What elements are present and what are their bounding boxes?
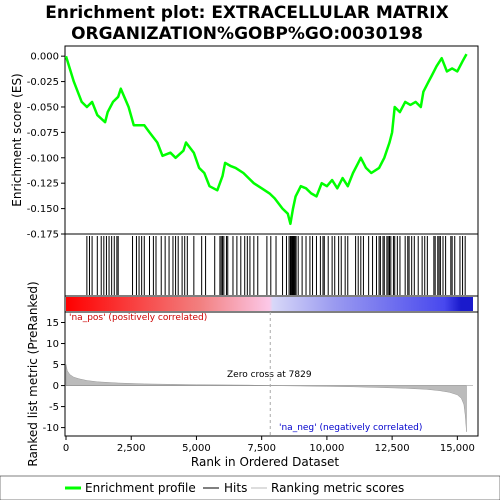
metric-tick-label: -10 <box>43 423 59 434</box>
metric-tick-label: 10 <box>46 339 59 350</box>
rank-color-bar <box>66 297 473 311</box>
metric-tick-label: 0 <box>53 381 59 392</box>
chart-title-line2: ORGANIZATION%GOBP%GO:0030198 <box>71 24 423 44</box>
metric-area-group <box>65 312 473 436</box>
es-tick-label: -0.025 <box>27 77 59 88</box>
x-tick-label: 5,000 <box>182 443 211 454</box>
zero-cross-label: Zero cross at 7829 <box>227 370 312 380</box>
x-tick-label: 2,500 <box>117 443 146 454</box>
x-tick-label: 10,000 <box>309 443 344 454</box>
legend-hits-label: Hits <box>224 481 247 495</box>
es-tick-label: 0.000 <box>30 52 59 63</box>
x-tick-label: 0 <box>63 443 69 454</box>
neg-label: 'na_neg' (negatively correlated) <box>279 423 422 433</box>
profile-group <box>64 53 468 226</box>
x-tick-label: 7,500 <box>247 443 276 454</box>
x-axis: 0 2,500 5,000 7,500 10,000 12,500 15,000 <box>63 436 475 454</box>
es-tick-label: -0.125 <box>27 179 59 190</box>
chart-title-line1: Enrichment plot: EXTRACELLULAR MATRIX <box>45 3 448 23</box>
es-panel-frame <box>64 45 479 235</box>
enrichment-profile-line <box>64 53 468 226</box>
metric-ylabel: Ranked list metric (PreRanked) <box>26 281 40 466</box>
es-tick-label: -0.150 <box>27 204 59 215</box>
es-tick-label: -0.075 <box>27 128 59 139</box>
metric-panel-frame <box>64 311 479 437</box>
pos-label: 'na_pos' (positively correlated) <box>69 313 207 323</box>
es-tick-label: -0.175 <box>27 230 59 241</box>
x-tick-label: 15,000 <box>440 443 475 454</box>
es-ylabel: Enrichment score (ES) <box>10 73 24 206</box>
legend-box <box>0 475 500 500</box>
metric-tick-label: 15 <box>46 318 59 329</box>
hits-group <box>86 236 466 295</box>
x-tick-label: 12,500 <box>375 443 410 454</box>
metric-axis: 15 10 5 0 -5 -10 <box>43 318 65 434</box>
es-axis: 0.000 -0.025 -0.050 -0.075 -0.100 -0.125 -0.15… <box>27 52 65 241</box>
es-tick-label: -0.100 <box>27 153 59 164</box>
x-axis-label: Rank in Ordered Dataset <box>191 455 339 469</box>
es-tick-label: -0.050 <box>27 102 59 113</box>
legend-metric-label: Ranking metric scores <box>271 481 404 495</box>
legend-profile-label: Enrichment profile <box>85 481 196 495</box>
hits-panel-frame <box>64 233 479 297</box>
metric-tick-label: -5 <box>49 402 59 413</box>
metric-tick-label: 5 <box>53 360 59 371</box>
